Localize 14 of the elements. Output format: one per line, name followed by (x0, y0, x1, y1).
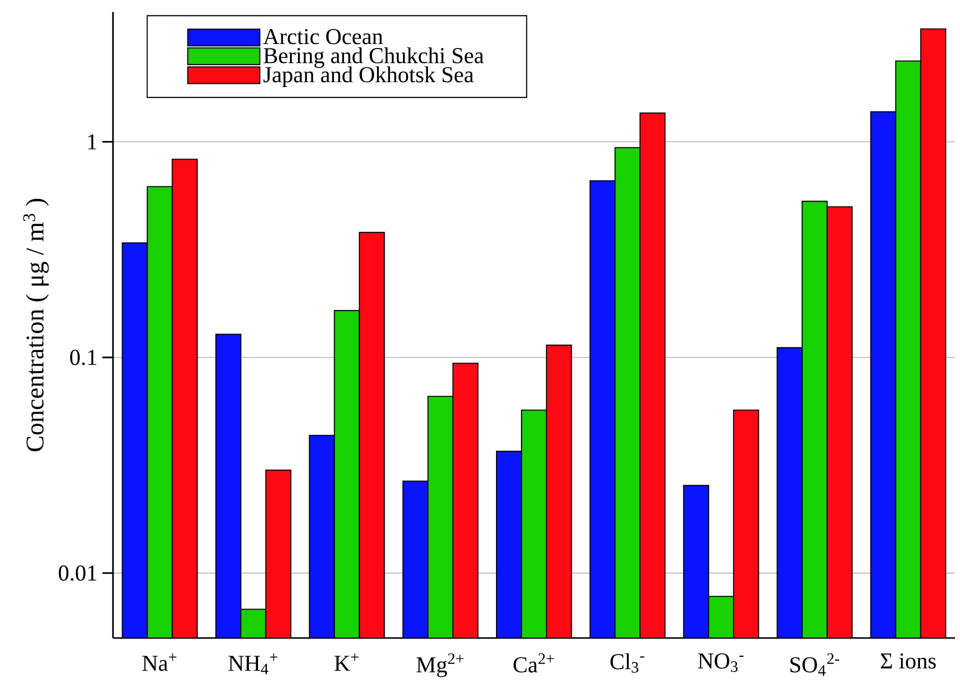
x-tick-label: NO$_{3}$- (698, 653, 744, 672)
y-tick-label: 0.1 (70, 350, 96, 366)
x-tick-label: K$^{+}$ (334, 653, 358, 671)
x-tick-label: Ca$^{2+}$ (514, 653, 554, 672)
x-tick-label: NH$_{4}$+ (228, 653, 278, 674)
x-tick-label: Σ ions (880, 653, 936, 669)
y-tick-label: 0.01 (58, 565, 96, 581)
x-tick-label: Mg$^{2+}$ (416, 653, 464, 678)
legend-label: Arctic Ocean (263, 28, 383, 44)
x-tick-label: SO$_{4}$2- (790, 653, 840, 676)
x-tick-label: Cl$_{3}$- (610, 653, 644, 673)
y-tick-label: 1 (88, 134, 96, 150)
x-tick-label: Na$^{+}$ (142, 653, 176, 671)
y-axis-title: Concentration ( μg / m$^{3}$ ) (23, 198, 49, 452)
